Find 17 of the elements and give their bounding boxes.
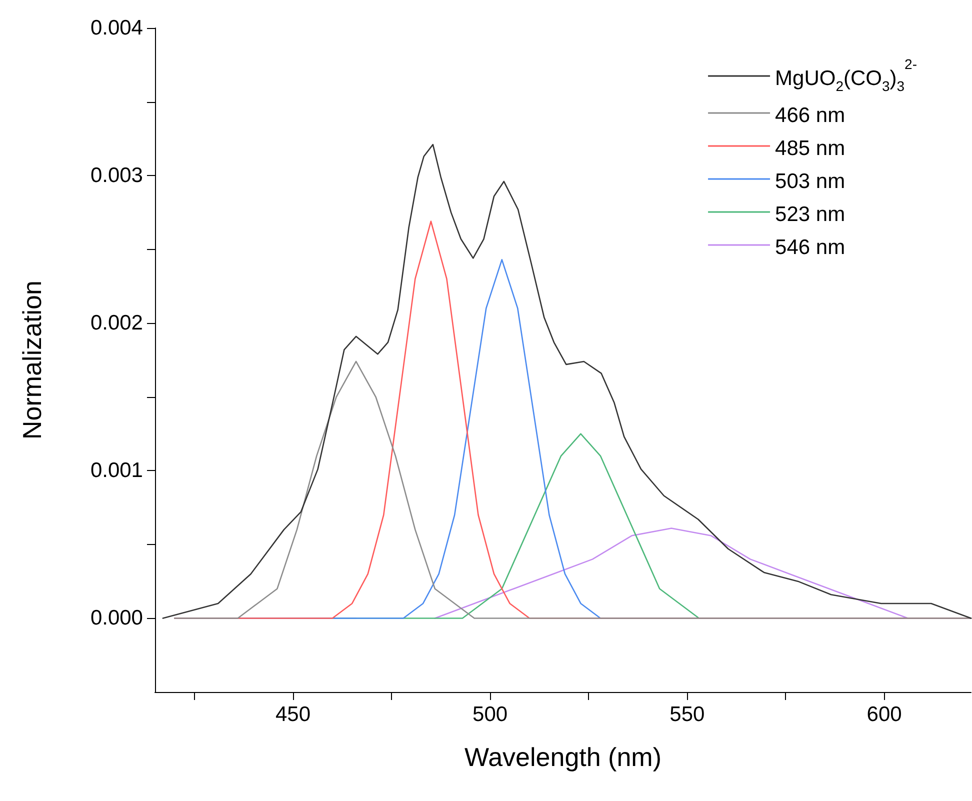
y-tick-label: 0.004	[90, 16, 144, 40]
y-axis-title: Normalization	[17, 280, 47, 440]
y-tick-label: 0.003	[90, 164, 143, 188]
x-tick-label: 500	[472, 703, 508, 726]
legend-label: 523 nm	[775, 203, 846, 226]
y-tick-label: 0.001	[90, 459, 143, 482]
x-tick-label: 600	[866, 703, 902, 726]
legend-label: 546 nm	[775, 236, 846, 259]
x-tick-label: 450	[275, 703, 310, 726]
line-series	[174, 360, 972, 619]
legend-label: 466 nm	[775, 104, 846, 127]
x-axis-title: Wavelength (nm)	[464, 742, 662, 772]
y-tick-label: 0.000	[90, 606, 143, 630]
legend-label: 485 nm	[775, 137, 846, 160]
y-tick-label: 0.002	[90, 312, 143, 335]
x-tick-label: 550	[670, 703, 705, 726]
legend-label: 503 nm	[775, 170, 846, 193]
